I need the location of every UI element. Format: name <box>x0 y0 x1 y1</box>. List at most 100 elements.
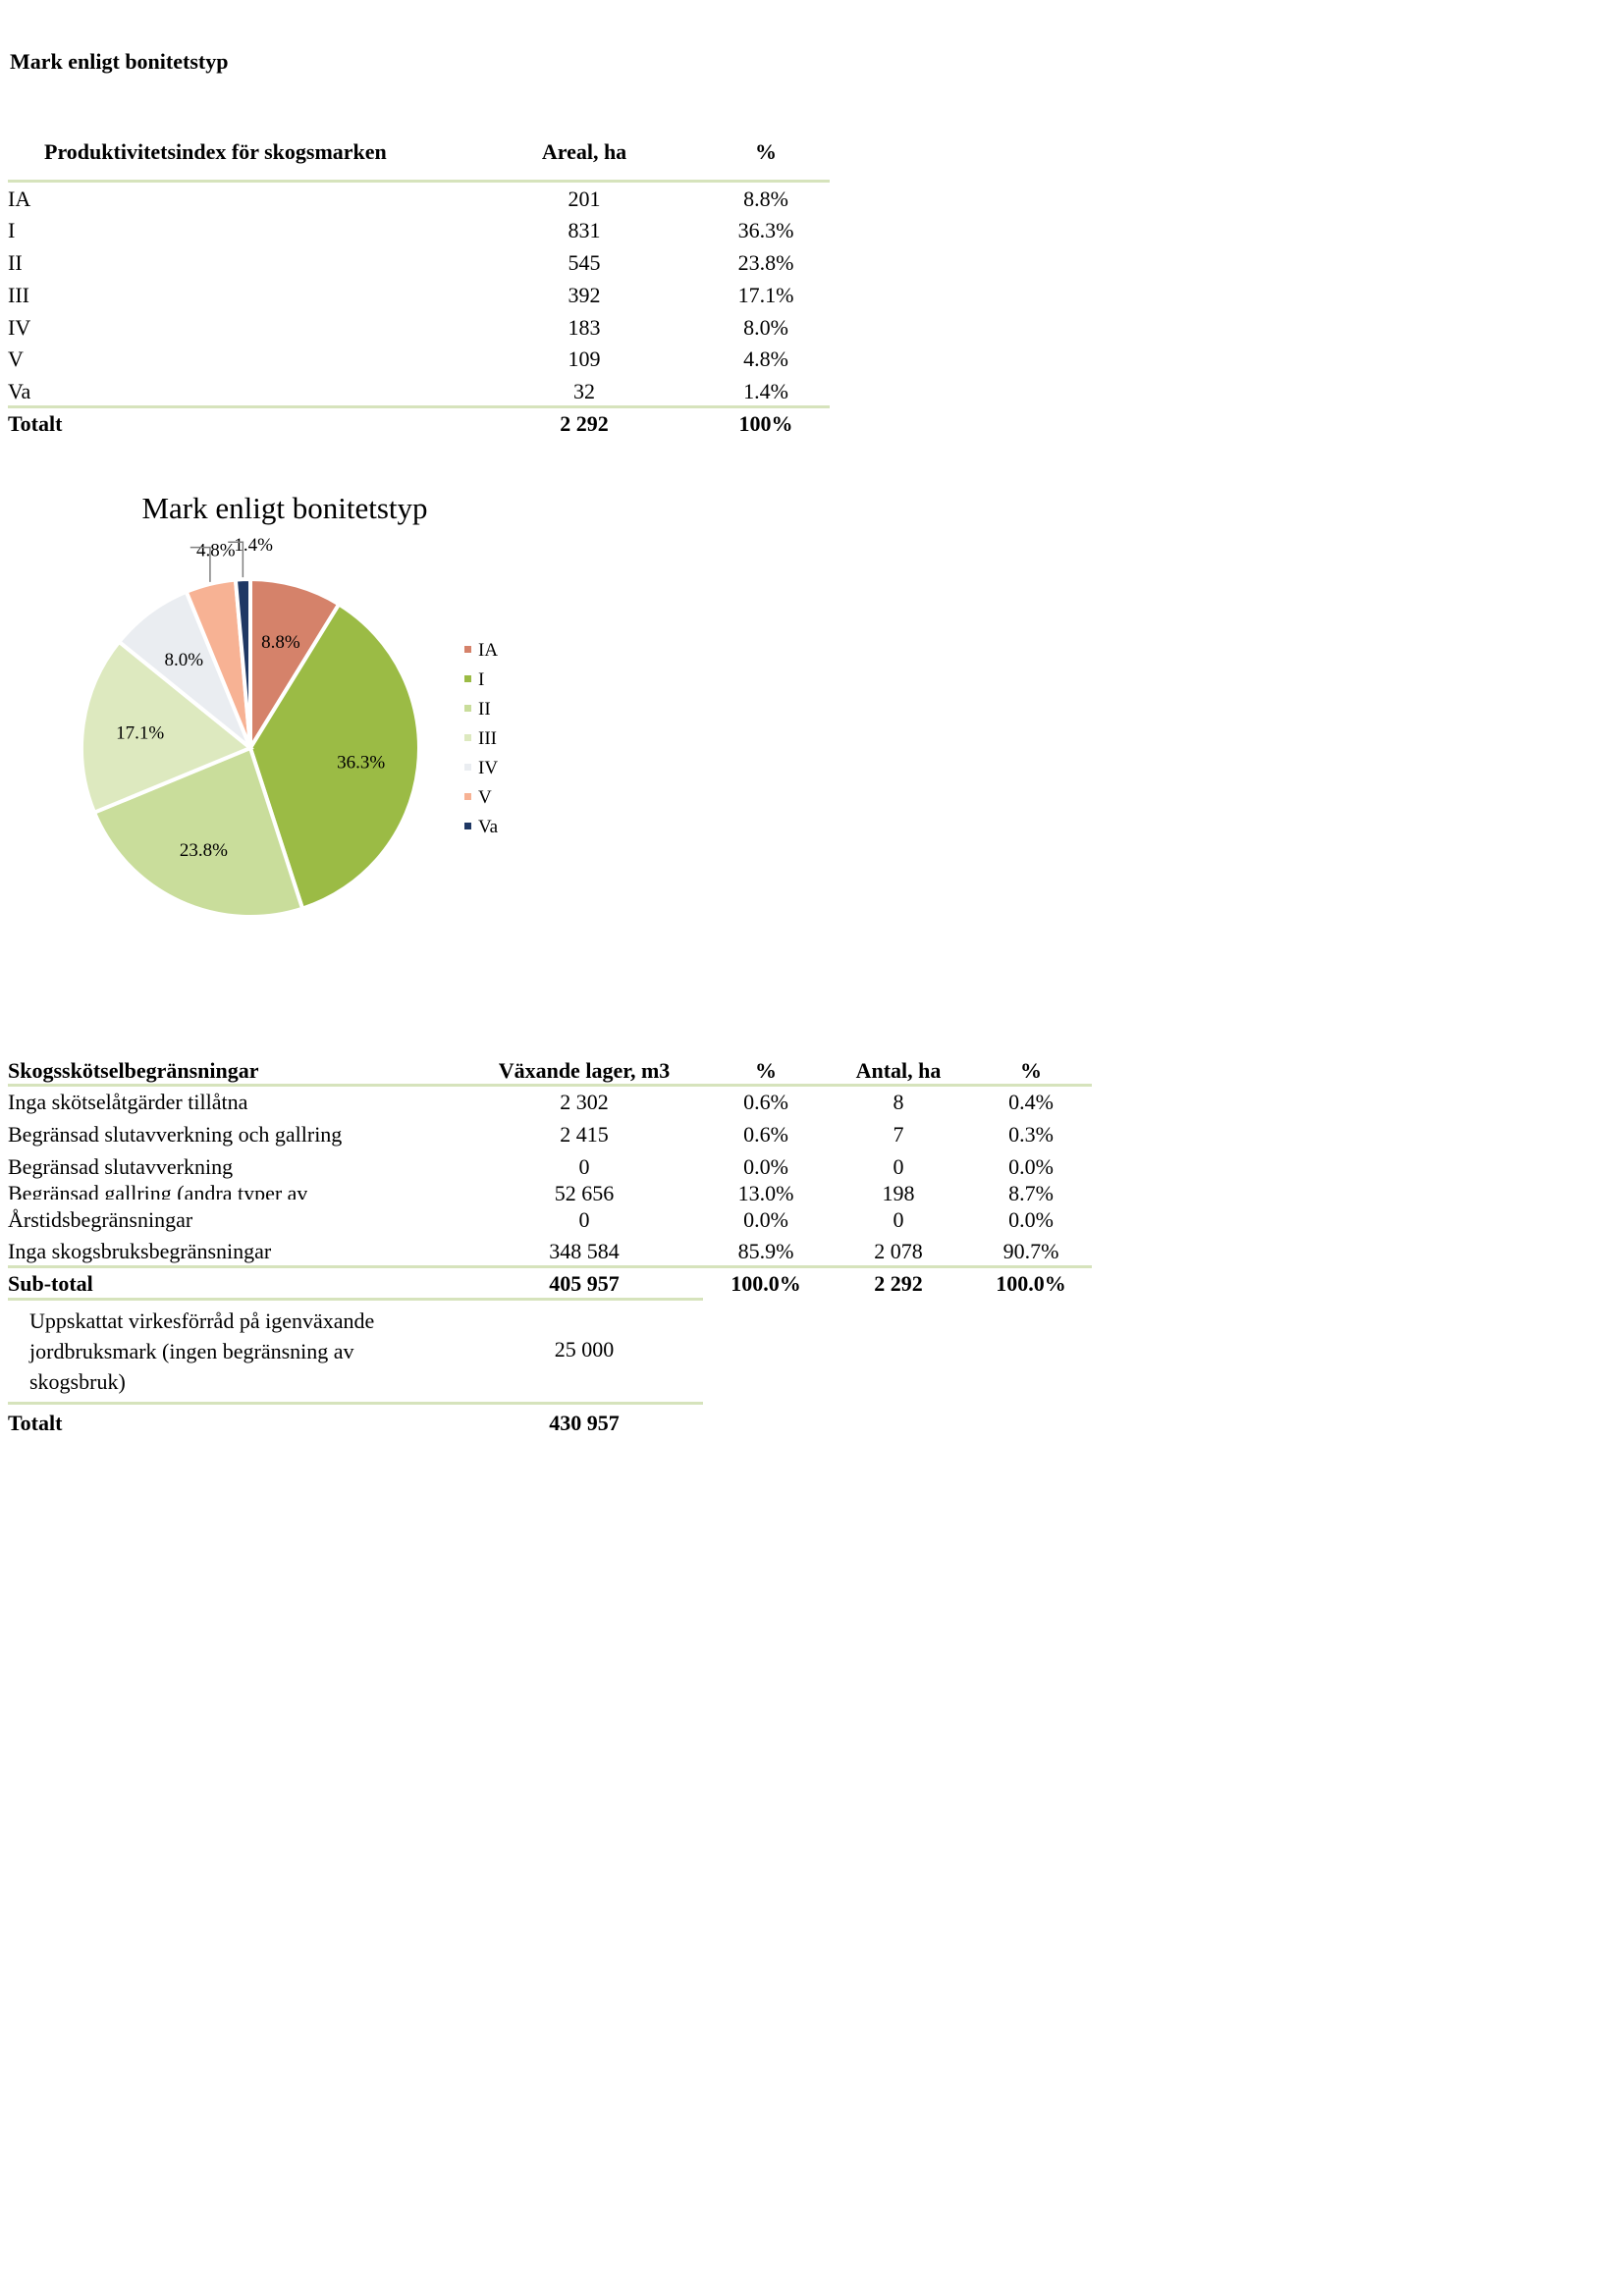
row-label: IV <box>8 315 31 340</box>
subtotal-divider <box>8 1265 1092 1268</box>
total-volume: 430 957 <box>549 1411 620 1435</box>
row-percent: 23.8% <box>737 250 794 275</box>
legend-label: III <box>478 728 497 749</box>
row-label: Begränsad gallring (andra typer av <box>8 1181 308 1200</box>
total-label: Totalt <box>8 411 63 436</box>
row-percent: 4.8% <box>743 347 788 371</box>
legend-swatch <box>464 646 471 653</box>
extra-volume: 25 000 <box>554 1337 615 1362</box>
pie-slice-i <box>247 601 421 912</box>
row-areal: 32 <box>573 379 595 403</box>
row-area: 7 <box>893 1122 904 1147</box>
legend-label: I <box>478 669 484 690</box>
column-header-area-percent: % <box>1020 1058 1042 1083</box>
row-label: Inga skogsbruksbegränsningar <box>8 1239 272 1263</box>
subtotal-volume: 405 957 <box>549 1271 620 1296</box>
row-label: IA <box>8 187 31 211</box>
column-header-restriction: Skogsskötselbegränsningar <box>8 1058 259 1083</box>
row-volume-percent: 85.9% <box>737 1239 794 1263</box>
column-header-percent: % <box>755 139 777 164</box>
row-areal: 183 <box>568 315 601 340</box>
pie-slice-va <box>233 576 252 749</box>
pie-slices <box>80 576 421 919</box>
row-areal: 545 <box>568 250 601 275</box>
legend-label: Va <box>478 817 499 837</box>
row-label: I <box>8 218 16 242</box>
column-header-index: Produktivitetsindex för skogsmarken <box>44 139 387 164</box>
pie-data-label: 8.0% <box>164 650 203 670</box>
row-label: Inga skötselåtgärder tillåtna <box>8 1090 248 1114</box>
row-label: Årstidsbegränsningar <box>8 1207 193 1232</box>
legend-swatch <box>464 705 471 712</box>
row-percent: 36.3% <box>737 218 794 242</box>
row-area-percent: 90.7% <box>1002 1239 1059 1263</box>
column-header-areal: Areal, ha <box>541 139 627 164</box>
row-areal: 201 <box>568 187 601 211</box>
total-label: Totalt <box>8 1411 63 1435</box>
row-label: Begränsad slutavverkning <box>8 1154 234 1179</box>
row-area-percent: 8.7% <box>1008 1181 1054 1205</box>
legend-label: IV <box>478 758 498 778</box>
legend-swatch <box>464 675 471 682</box>
subtotal-area: 2 292 <box>874 1271 923 1296</box>
legend-swatch <box>464 734 471 741</box>
row-volume: 2 302 <box>560 1090 609 1114</box>
row-areal: 392 <box>568 283 601 307</box>
legend-label: II <box>478 699 491 720</box>
row-volume-percent: 0.0% <box>743 1154 788 1179</box>
total-divider <box>8 405 830 408</box>
chart-title: Mark enligt bonitetstyp <box>141 491 427 525</box>
pie-data-label: 8.8% <box>261 632 300 653</box>
row-area: 8 <box>893 1090 904 1114</box>
subtotal-area-percent: 100.0% <box>996 1271 1066 1296</box>
total-percent: 100% <box>738 411 793 436</box>
row-volume-percent: 0.6% <box>743 1090 788 1114</box>
row-area-percent: 0.4% <box>1008 1090 1054 1114</box>
pie-leader-line <box>189 546 211 582</box>
row-volume: 52 656 <box>554 1181 615 1205</box>
row-areal: 109 <box>568 347 601 371</box>
row-area: 0 <box>893 1154 904 1179</box>
row-percent: 1.4% <box>743 379 788 403</box>
row-volume-percent: 0.0% <box>743 1207 788 1232</box>
extra-divider <box>8 1298 703 1301</box>
legend-label: IA <box>478 640 498 661</box>
pie-data-label: 17.1% <box>116 723 164 744</box>
row-area-percent: 0.0% <box>1008 1207 1054 1232</box>
legend-swatch <box>464 764 471 771</box>
row-area: 198 <box>882 1181 915 1205</box>
row-area: 0 <box>893 1207 904 1232</box>
row-label: Begränsad slutavverkning och gallring <box>8 1122 343 1147</box>
row-areal: 831 <box>568 218 601 242</box>
legend-label: V <box>478 787 492 808</box>
row-area-percent: 0.0% <box>1008 1154 1054 1179</box>
bonitet-pie-chart: Mark enligt bonitetstyp 8.8% 36.3% 23.8% 17… <box>80 491 499 919</box>
row-volume: 0 <box>578 1154 590 1179</box>
pie-data-labels: 8.8% 36.3% 23.8% 17.1% 8.0% 4.8%1.4% <box>116 535 385 861</box>
row-area-percent: 0.3% <box>1008 1122 1054 1147</box>
row-percent: 17.1% <box>737 283 794 307</box>
pie-slice-ii <box>91 745 305 919</box>
legend-swatch <box>464 793 471 800</box>
pie-leader-line <box>228 541 244 578</box>
header-divider <box>8 180 830 183</box>
row-volume-percent: 13.0% <box>737 1181 794 1205</box>
subtotal-label: Sub-total <box>8 1271 93 1296</box>
row-label: Va <box>8 379 31 403</box>
page-title: Mark enligt bonitetstyp <box>10 49 229 74</box>
header-divider <box>8 1084 1092 1087</box>
legend-swatch <box>464 823 471 829</box>
subtotal-volume-percent: 100.0% <box>731 1271 801 1296</box>
pie-data-label: 4.8% <box>196 541 236 561</box>
row-label: V <box>8 347 24 371</box>
row-volume: 2 415 <box>560 1122 609 1147</box>
row-label: III <box>8 283 29 307</box>
row-volume: 348 584 <box>549 1239 620 1263</box>
extra-label: Uppskattat virkesförråd på igenväxande j… <box>29 1308 375 1394</box>
row-volume-percent: 0.6% <box>743 1122 788 1147</box>
row-percent: 8.0% <box>743 315 788 340</box>
pie-slice-iii <box>80 638 254 816</box>
pie-data-label: 36.3% <box>337 752 385 773</box>
row-label: II <box>8 250 23 275</box>
